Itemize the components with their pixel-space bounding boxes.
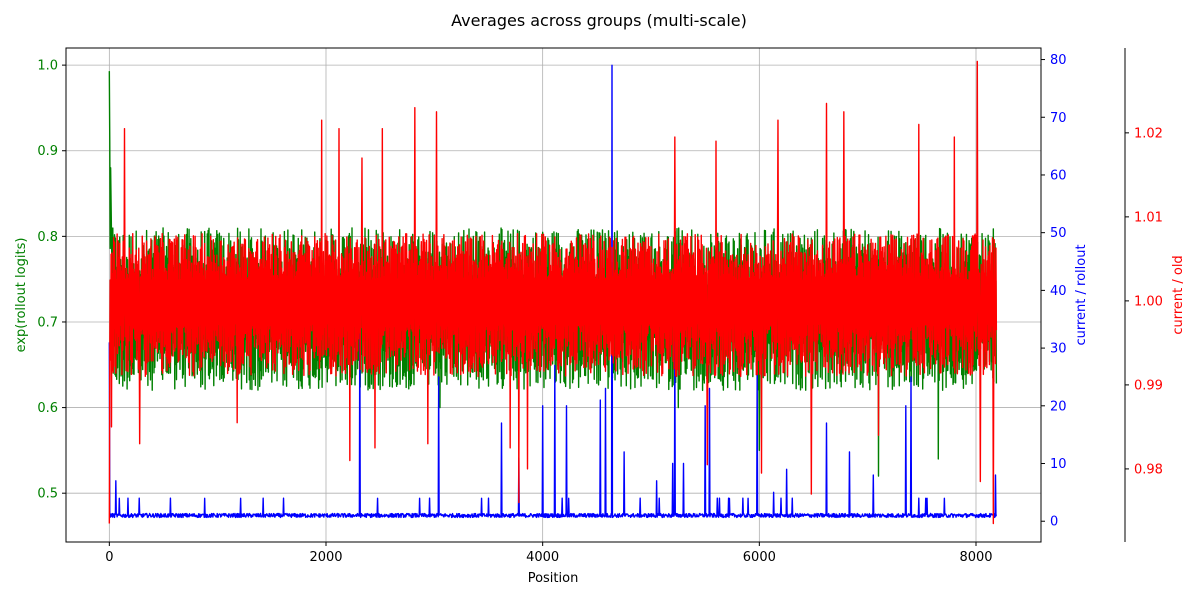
right-tick-label: 50 [1050,226,1067,241]
right2-tick-label: 1.02 [1134,126,1163,141]
right-tick-label: 20 [1050,399,1067,414]
right2-axis-ticks: 0.98 0.99 1.00 1.01 1.02 [1125,126,1163,477]
left-axis-ticks: 0.5 0.6 0.7 0.8 0.9 1.0 [37,59,66,502]
x-tick-label: 2000 [309,550,342,565]
right-tick-label: 60 [1050,168,1067,183]
right-axis-label: current / rollout [1074,244,1089,345]
left-tick-label: 0.9 [37,144,58,159]
chart-title: Averages across groups (multi-scale) [451,11,747,30]
left-tick-label: 1.0 [37,59,58,74]
series-layer [108,60,998,525]
right-tick-label: 40 [1050,284,1067,299]
x-tick-label: 8000 [959,550,992,565]
right2-tick-label: 0.98 [1134,462,1163,477]
left-tick-label: 0.6 [37,401,58,416]
right-tick-label: 10 [1050,457,1067,472]
right-axis-ticks: 0 10 20 30 40 50 60 70 80 [1041,53,1067,530]
right-tick-label: 70 [1050,111,1067,126]
red-series-line [108,60,998,525]
right-tick-label: 80 [1050,53,1067,68]
left-tick-label: 0.7 [37,315,58,330]
x-axis-ticks: 0 2000 4000 6000 8000 [105,542,993,565]
x-tick-label: 6000 [743,550,776,565]
plot-frame [65,47,1042,543]
right2-tick-label: 1.00 [1134,294,1163,309]
right2-axis-label: current / old [1171,255,1186,334]
right-tick-label: 30 [1050,342,1067,357]
left-tick-label: 0.5 [37,487,58,502]
x-axis-label: Position [528,571,579,586]
right2-tick-label: 0.99 [1134,378,1163,393]
right-tick-label: 0 [1050,515,1058,530]
x-tick-label: 0 [105,550,113,565]
left-tick-label: 0.8 [37,230,58,245]
blue-series-line [108,64,998,519]
left-axis-label: exp(rollout logits) [14,238,29,353]
x-tick-label: 4000 [526,550,559,565]
right2-tick-label: 1.01 [1134,210,1163,225]
